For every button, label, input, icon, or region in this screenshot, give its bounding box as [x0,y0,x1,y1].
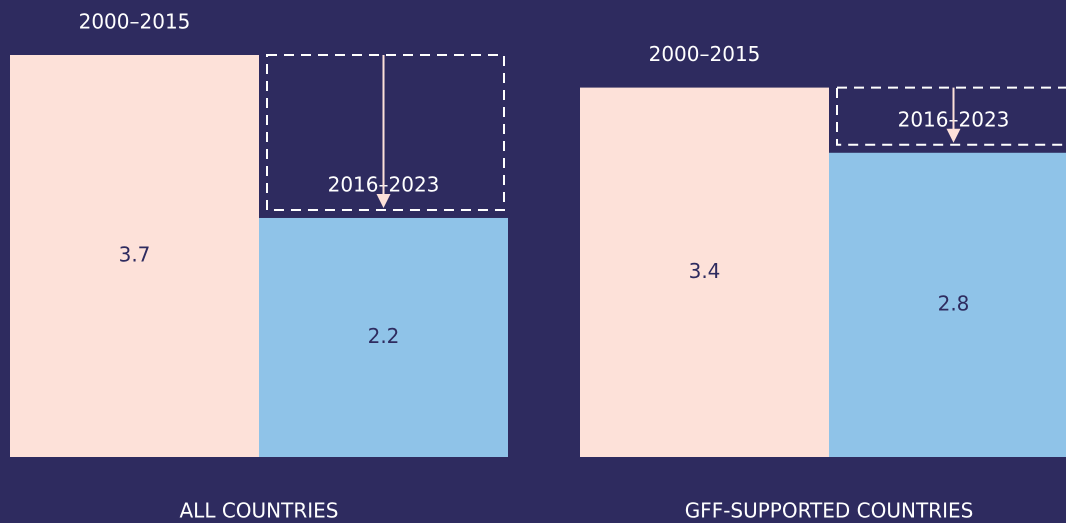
value-label: 3.4 [689,259,721,283]
value-label: 2.2 [368,324,400,348]
bar [259,217,508,457]
category-label: GFF-SUPPORTED COUNTRIES [685,499,974,523]
value-label: 3.7 [119,243,151,267]
value-label: 2.8 [938,291,970,315]
series-label: 2000–2015 [649,42,761,66]
bar [829,152,1066,457]
arrow-head [946,128,961,143]
change-outline [266,54,505,211]
series-label: 2000–2015 [79,10,191,34]
bar [580,87,829,457]
category-label: ALL COUNTRIES [180,499,339,523]
arrow-head [376,193,391,208]
change-outline [836,86,1066,146]
bar [10,55,259,457]
